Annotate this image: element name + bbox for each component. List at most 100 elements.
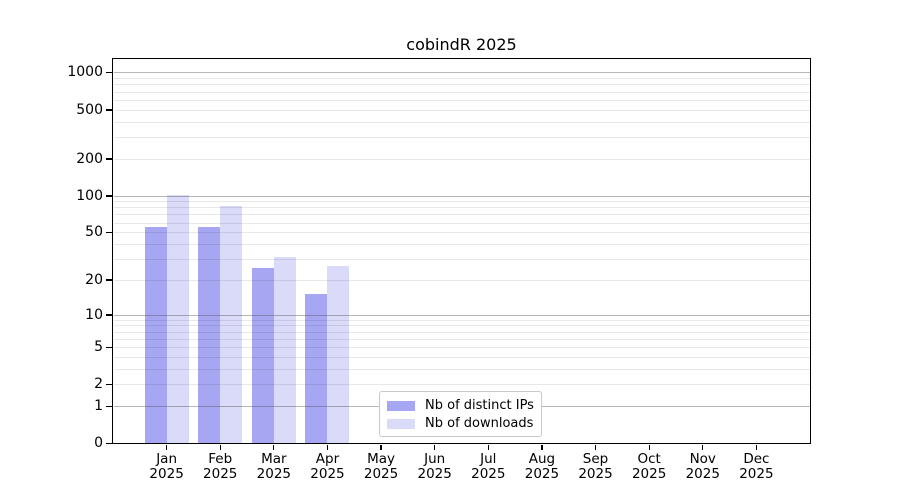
bar-distinct-ips-feb bbox=[198, 227, 221, 444]
y-gridline-minor-80 bbox=[114, 207, 810, 209]
right-spine bbox=[810, 57, 812, 445]
bar-distinct-ips-jan bbox=[144, 227, 167, 444]
x-tick-label-feb: Feb 2025 bbox=[192, 452, 248, 482]
month-name: Mar bbox=[261, 451, 287, 467]
month-year: 2025 bbox=[685, 466, 720, 482]
x-tick-label-may: May 2025 bbox=[353, 452, 409, 482]
x-tick-apr bbox=[326, 444, 329, 450]
y-gridline-minor-5 bbox=[114, 347, 810, 349]
x-tick-jun bbox=[434, 444, 436, 450]
y-gridline-minor-40 bbox=[114, 243, 810, 245]
y-gridline-minor-900 bbox=[114, 78, 810, 80]
month-name: Feb bbox=[208, 451, 233, 467]
y-tick-100 bbox=[106, 195, 112, 197]
y-gridline-minor-4 bbox=[114, 356, 810, 358]
y-tick-label-20: 20 bbox=[85, 271, 103, 288]
x-tick-oct bbox=[648, 444, 650, 450]
y-tick-10 bbox=[106, 314, 112, 316]
y-gridline-minor-300 bbox=[114, 136, 810, 138]
y-gridline-minor-70 bbox=[114, 214, 810, 216]
y-tick-200 bbox=[106, 158, 112, 160]
x-tick-sep bbox=[594, 444, 597, 450]
month-year: 2025 bbox=[203, 466, 238, 482]
month-year: 2025 bbox=[739, 466, 774, 482]
legend-swatch-distinct-ips bbox=[387, 401, 415, 411]
legend: Nb of distinct IPs Nb of downloads bbox=[379, 391, 542, 437]
y-gridline-minor-800 bbox=[114, 84, 810, 86]
x-tick-label-jul: Jul 2025 bbox=[460, 452, 516, 482]
chart-title: cobindR 2025 bbox=[406, 35, 517, 54]
bar-downloads-apr bbox=[327, 266, 350, 444]
bottom-spine bbox=[111, 443, 812, 445]
y-tick-label-2: 2 bbox=[94, 376, 103, 393]
y-tick-label-5: 5 bbox=[94, 339, 103, 356]
x-tick-label-aug: Aug 2025 bbox=[514, 452, 570, 482]
y-tick-label-200: 200 bbox=[76, 150, 103, 167]
month-name: Jul bbox=[480, 451, 497, 467]
month-name: Aug bbox=[528, 451, 556, 467]
month-name: May bbox=[367, 451, 396, 467]
month-year: 2025 bbox=[524, 466, 560, 482]
y-gridline-minor-20 bbox=[114, 279, 810, 281]
y-gridline-minor-2 bbox=[114, 384, 810, 386]
bar-downloads-feb bbox=[220, 206, 243, 444]
y-gridline-minor-3 bbox=[114, 368, 810, 370]
legend-label-distinct-ips: Nb of distinct IPs bbox=[425, 398, 534, 413]
month-name: Oct bbox=[637, 451, 661, 467]
y-gridline-minor-500 bbox=[114, 109, 810, 111]
x-tick-label-nov: Nov 2025 bbox=[675, 452, 731, 482]
month-year: 2025 bbox=[417, 466, 452, 482]
y-tick-1000 bbox=[106, 72, 112, 74]
x-tick-mar bbox=[273, 444, 275, 450]
month-name: Jun bbox=[424, 451, 446, 467]
y-tick-0 bbox=[106, 442, 112, 445]
legend-item-downloads: Nb of downloads bbox=[380, 415, 541, 433]
y-gridline-minor-90 bbox=[114, 201, 810, 203]
legend-label-downloads: Nb of downloads bbox=[425, 416, 534, 431]
y-tick-50 bbox=[106, 231, 112, 234]
bar-distinct-ips-mar bbox=[251, 268, 274, 444]
x-tick-label-jun: Jun 2025 bbox=[407, 452, 463, 482]
x-tick-feb bbox=[219, 444, 221, 450]
month-year: 2025 bbox=[363, 466, 399, 482]
y-gridline-minor-8 bbox=[114, 325, 810, 327]
x-tick-label-mar: Mar 2025 bbox=[246, 452, 302, 482]
y-tick-label-50: 50 bbox=[85, 224, 103, 241]
y-tick-label-100: 100 bbox=[76, 187, 103, 204]
bar-downloads-jan bbox=[166, 194, 189, 444]
x-tick-label-sep: Sep 2025 bbox=[568, 452, 624, 482]
y-tick-2 bbox=[106, 383, 112, 386]
y-gridline-minor-200 bbox=[114, 158, 810, 160]
x-tick-dec bbox=[755, 444, 758, 450]
y-gridline-minor-700 bbox=[114, 91, 810, 93]
x-tick-aug bbox=[541, 444, 543, 450]
month-year: 2025 bbox=[578, 466, 613, 482]
legend-item-distinct-ips: Nb of distinct IPs bbox=[380, 397, 541, 415]
x-tick-label-dec: Dec 2025 bbox=[728, 452, 784, 482]
x-tick-jul bbox=[487, 444, 489, 450]
y-tick-500 bbox=[106, 109, 112, 111]
x-tick-label-jan: Jan 2025 bbox=[139, 452, 195, 482]
x-tick-label-apr: Apr 2025 bbox=[299, 452, 355, 482]
y-tick-label-0: 0 bbox=[94, 435, 103, 452]
y-gridline-minor-60 bbox=[114, 222, 810, 224]
y-gridline-minor-50 bbox=[114, 232, 810, 234]
month-name: Dec bbox=[743, 451, 770, 467]
left-spine bbox=[111, 57, 113, 445]
legend-swatch-downloads bbox=[387, 419, 415, 429]
month-year: 2025 bbox=[256, 466, 292, 482]
y-gridline-100 bbox=[114, 195, 810, 197]
y-gridline-minor-7 bbox=[114, 331, 810, 333]
y-tick-label-500: 500 bbox=[76, 101, 103, 118]
bar-downloads-mar bbox=[273, 257, 296, 444]
month-name: Nov bbox=[689, 451, 716, 467]
x-tick-may bbox=[380, 444, 382, 450]
x-tick-jan bbox=[165, 444, 168, 450]
month-name: Sep bbox=[582, 451, 609, 467]
month-name: Jan bbox=[156, 451, 178, 467]
month-year: 2025 bbox=[149, 466, 184, 482]
y-gridline-minor-400 bbox=[114, 121, 810, 123]
